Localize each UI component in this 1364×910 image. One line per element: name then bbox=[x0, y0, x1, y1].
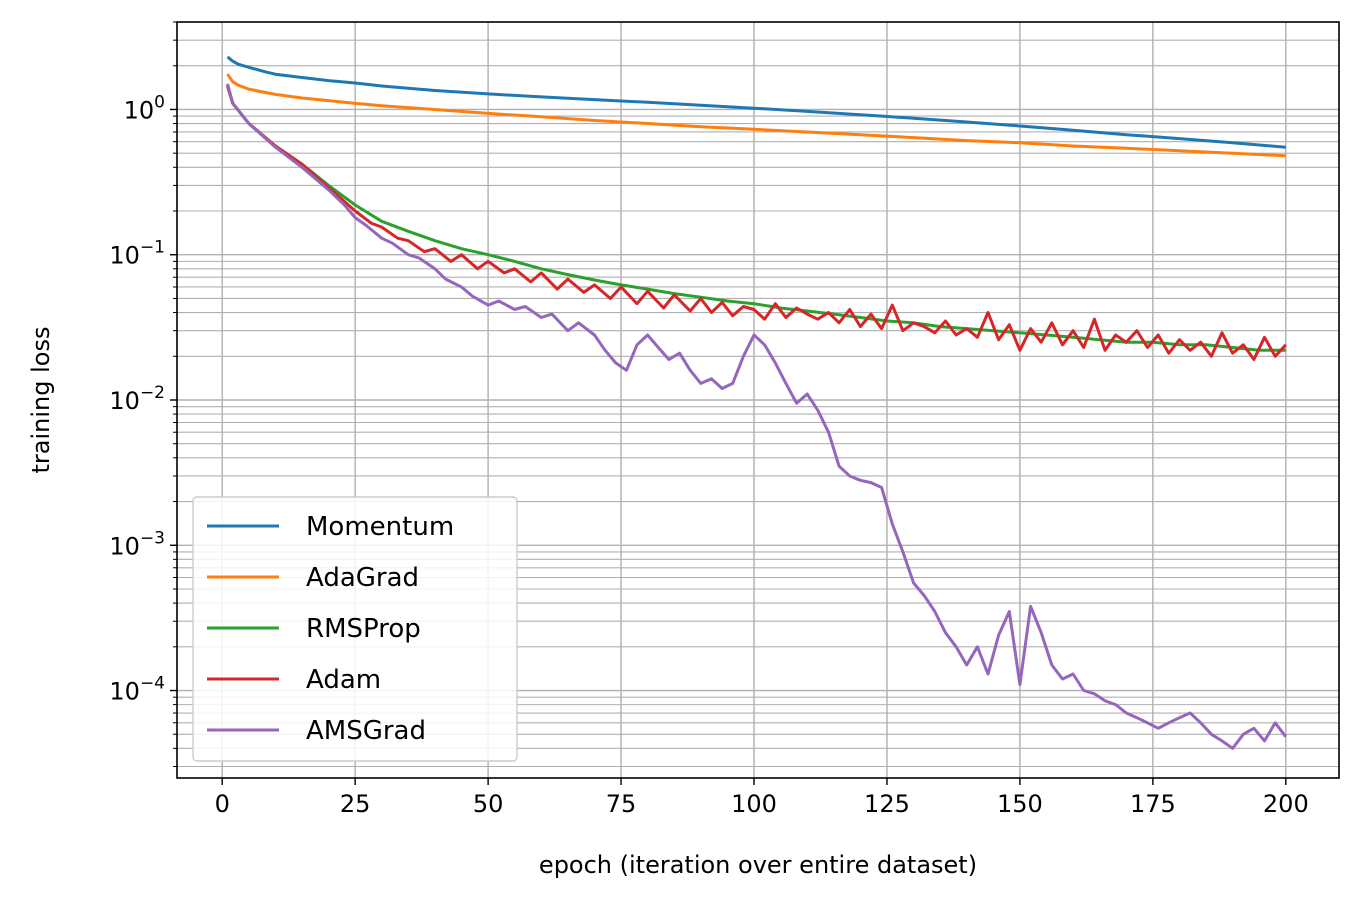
y-tick-exponent: −1 bbox=[140, 238, 165, 258]
x-tick-label: 25 bbox=[340, 790, 371, 818]
x-tick-label: 175 bbox=[1130, 790, 1176, 818]
x-tick-label: 200 bbox=[1263, 790, 1309, 818]
x-tick-label: 150 bbox=[997, 790, 1043, 818]
y-tick-exponent: −2 bbox=[140, 383, 165, 403]
y-tick-label: 10−3 bbox=[109, 528, 165, 560]
y-tick-exponent: −3 bbox=[140, 528, 165, 548]
legend-box bbox=[192, 496, 518, 762]
legend-label: AdaGrad bbox=[306, 563, 419, 593]
y-tick-exponent: 0 bbox=[154, 92, 165, 112]
x-tick-label: 75 bbox=[606, 790, 637, 818]
legend-label: RMSProp bbox=[306, 614, 421, 644]
y-tick-base: 10 bbox=[109, 532, 140, 560]
legend: Momentum AdaGrad RMSProp Adam AMSGrad bbox=[192, 496, 518, 762]
y-tick-label: 10−4 bbox=[109, 674, 165, 706]
y-tick-base: 10 bbox=[109, 242, 140, 270]
y-tick-label: 10−2 bbox=[109, 383, 165, 415]
x-axis-label: epoch (iteration over entire dataset) bbox=[539, 851, 977, 879]
y-tick-label: 100 bbox=[124, 92, 165, 124]
x-tick-label: 50 bbox=[473, 790, 504, 818]
series-line-amsgrad bbox=[226, 83, 1287, 750]
y-tick-label: 10−1 bbox=[109, 238, 165, 270]
legend-label: Adam bbox=[306, 665, 381, 695]
series-lines bbox=[226, 55, 1287, 750]
series-line-adam bbox=[226, 85, 1287, 361]
y-tick-exponent: −4 bbox=[140, 674, 165, 694]
y-tick-base: 10 bbox=[124, 96, 155, 124]
y-tick-base: 10 bbox=[109, 678, 140, 706]
x-tick-label: 0 bbox=[215, 790, 230, 818]
legend-label: Momentum bbox=[306, 512, 454, 542]
legend-label: AMSGrad bbox=[306, 716, 426, 746]
y-tick-base: 10 bbox=[109, 387, 140, 415]
series-line-rmsprop bbox=[226, 85, 1286, 352]
series-line-adagrad bbox=[226, 73, 1286, 158]
axis-ticks: 0 25 50 75 100 125 150 175 20010−410−310−210−110… bbox=[109, 21, 1309, 818]
x-tick-label: 100 bbox=[731, 790, 777, 818]
y-axis-label: training loss bbox=[27, 327, 55, 474]
x-tick-label: 125 bbox=[864, 790, 910, 818]
grid bbox=[177, 21, 1339, 778]
series-line-momentum bbox=[226, 55, 1286, 149]
